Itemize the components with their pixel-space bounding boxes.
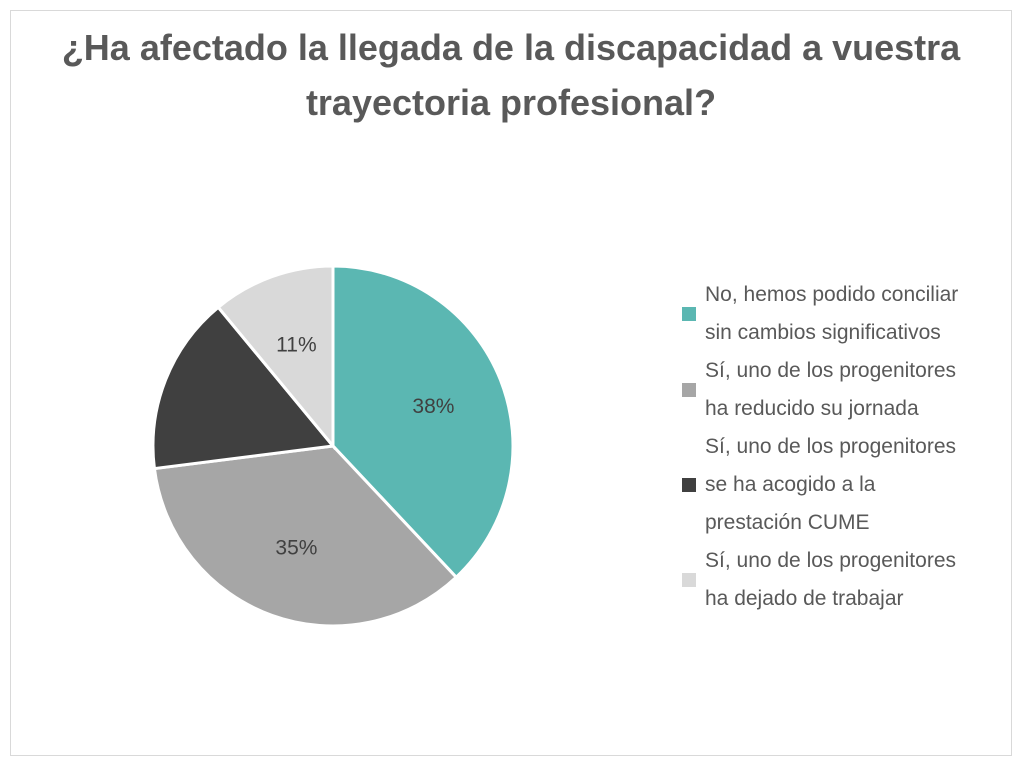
legend-label: No, hemos podido conciliar sin cambios s… [705, 283, 959, 344]
legend-swatch [682, 573, 696, 587]
pie-slice-reduced-hours [152, 444, 459, 628]
data-label-no-changes: 38% [412, 395, 454, 418]
data-label-stopped-working: 11% [276, 333, 316, 356]
data-label-reduced-hours: 35% [275, 537, 317, 560]
legend-item-stopped-working: Sí, uno de los progenitores ha dejado de… [682, 542, 1002, 618]
legend-label: Sí, uno de los progenitores se ha acogid… [705, 435, 956, 534]
pie-slice-stopped-working [216, 264, 335, 451]
legend-item-no-changes: No, hemos podido conciliar sin cambios s… [682, 276, 1002, 352]
chart-legend: No, hemos podido conciliar sin cambios s… [682, 276, 1002, 618]
legend-item-cume-benefit: Sí, uno de los progenitores se ha acogid… [682, 428, 1002, 542]
legend-swatch [682, 478, 696, 492]
pie-slice-cume-benefit [151, 305, 336, 471]
legend-swatch [682, 307, 696, 321]
pie-slices [151, 264, 515, 628]
pie-slice-no-changes [331, 264, 515, 580]
legend-swatch [682, 383, 696, 397]
chart-title: ¿Ha afectado la llegada de la discapacid… [61, 27, 961, 123]
legend-label: Sí, uno de los progenitores ha reducido … [705, 359, 956, 420]
legend-label: Sí, uno de los progenitores ha dejado de… [705, 549, 956, 610]
pie-data-labels: 38% 35% 11% [275, 333, 454, 559]
legend-item-reduced-hours: Sí, uno de los progenitores ha reducido … [682, 352, 1002, 428]
